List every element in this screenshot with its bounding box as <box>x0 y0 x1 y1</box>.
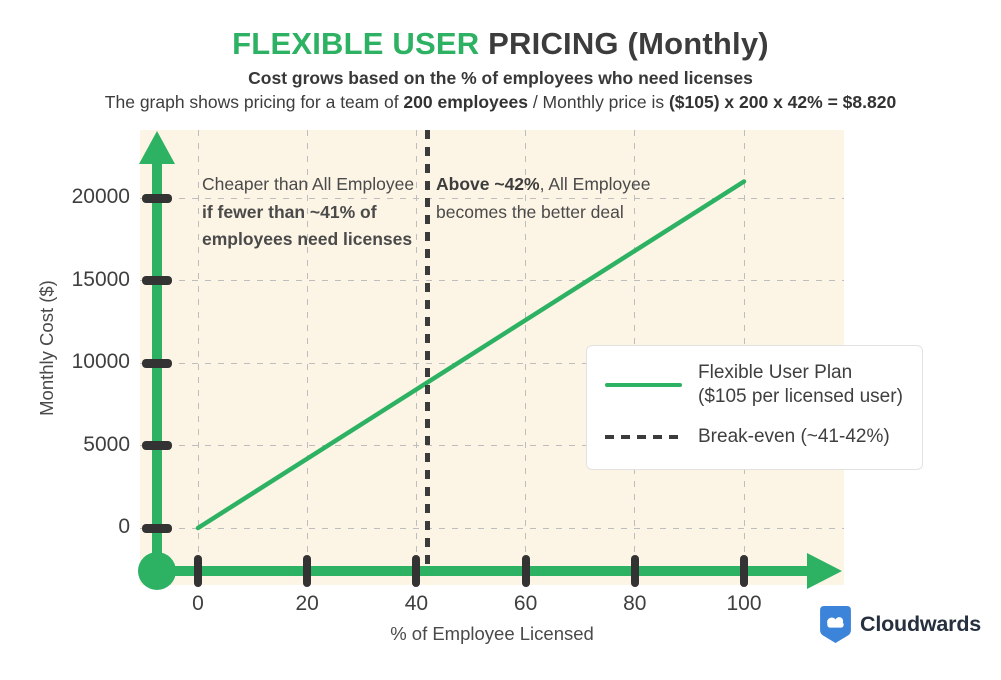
gridline-x-20 <box>306 130 308 565</box>
annotation-right-bold: Above ~42% <box>436 174 540 194</box>
annotation-left-line3: employees need licenses <box>202 229 413 249</box>
x-axis-title: % of Employee Licensed <box>390 623 594 644</box>
legend-item-breakeven: Break-even (~41-42%) <box>605 425 904 449</box>
x-tick-100 <box>740 555 748 587</box>
legend-item-flexible-plan: Flexible User Plan ($105 per licensed us… <box>605 361 904 408</box>
annotation-right-line1: Above ~42%, All Employee <box>436 171 650 199</box>
subtitle-line2: The graph shows pricing for a team of 20… <box>0 92 1001 113</box>
x-tick-label-40: 40 <box>404 592 429 615</box>
legend-dash-swatch-icon <box>605 434 682 439</box>
page-title: FLEXIBLE USER PRICING (Monthly) <box>0 26 1001 62</box>
cloudwards-logo: Cloudwards <box>820 604 981 644</box>
gridline-y-0 <box>140 527 844 529</box>
y-axis-arrow-icon <box>139 131 175 164</box>
cloudwards-shield-icon <box>820 605 851 643</box>
x-tick-label-80: 80 <box>623 592 647 615</box>
y-tick-label-20000: 20000 <box>71 185 130 208</box>
origin-dot <box>138 552 176 590</box>
y-tick-5000 <box>142 441 172 450</box>
y-tick-label-0: 0 <box>118 515 130 538</box>
gridline-y-15000 <box>140 280 844 281</box>
gridline-x-40 <box>415 130 417 565</box>
gridline-y-20000 <box>140 197 844 199</box>
x-tick-label-0: 0 <box>192 592 204 615</box>
x-tick-0 <box>194 555 202 587</box>
subtitle-bold-2: ($105) x 200 x 42% = $8.820 <box>668 92 897 112</box>
cloudwards-wordmark: Cloudwards <box>860 611 982 636</box>
x-axis-arrow-icon <box>807 553 842 589</box>
gridline-x-0 <box>197 130 199 565</box>
x-tick-20 <box>303 555 312 587</box>
cloud-icon <box>827 616 844 628</box>
annotation-right-line2: becomes the better deal <box>436 201 624 222</box>
x-tick-80 <box>630 555 639 587</box>
gridline-y-5000 <box>140 445 844 446</box>
legend-label-breakeven: Break-even (~41-42%) <box>698 426 890 447</box>
y-tick-label-15000: 15000 <box>71 267 130 291</box>
y-tick-label-5000: 5000 <box>83 432 130 456</box>
breakeven-line <box>424 130 430 571</box>
annotation-left-line2: if fewer than ~41% of <box>202 201 377 222</box>
subtitle-regular-1: The graph shows pricing for a team of <box>104 92 404 112</box>
annotation-left: Cheaper than All Employee if fewer than … <box>202 171 414 254</box>
legend-line-swatch-icon <box>605 382 682 387</box>
subtitle-regular-2: / Monthly price is <box>527 92 669 112</box>
y-tick-label-10000: 10000 <box>71 350 130 373</box>
y-tick-20000 <box>142 193 172 203</box>
subtitle-line1: Cost grows based on the % of employees w… <box>248 68 753 88</box>
x-axis <box>157 566 809 576</box>
x-tick-label-20: 20 <box>295 592 319 615</box>
flexible-plan-line <box>195 179 747 531</box>
price-line-chart <box>195 179 747 531</box>
gridline-y-10000 <box>140 362 844 364</box>
x-tick-60 <box>521 555 530 587</box>
x-tick-40 <box>412 555 421 587</box>
gridline-x-60 <box>525 130 527 565</box>
x-tick-label-60: 60 <box>513 592 538 615</box>
legend: Flexible User Plan ($105 per licensed us… <box>586 345 923 470</box>
y-tick-10000 <box>142 358 172 368</box>
annotation-right: Above ~42%, All Employee becomes the bet… <box>436 171 650 226</box>
title-highlight: FLEXIBLE USER <box>232 26 489 61</box>
y-tick-15000 <box>142 276 172 285</box>
y-tick-0 <box>142 523 172 533</box>
annotation-right-rest: , All Employee <box>539 174 651 194</box>
title-rest: PRICING (Monthly) <box>488 26 769 61</box>
annotation-left-line1: Cheaper than All Employee <box>202 174 415 194</box>
subtitle-bold-1: 200 employees <box>403 92 528 112</box>
x-tick-label-100: 100 <box>726 592 762 615</box>
legend-label-flexible-plan: Flexible User Plan ($105 per licensed us… <box>698 362 903 407</box>
